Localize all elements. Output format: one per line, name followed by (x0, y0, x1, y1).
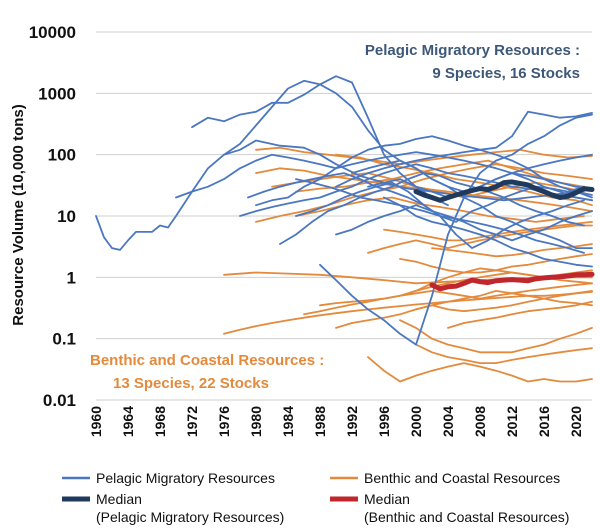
y-tick-label: 10000 (29, 23, 76, 42)
x-tick-label: 2012 (504, 406, 520, 437)
legend-label-median-benthic-1: Median (364, 491, 410, 507)
pelagic-annotation-line2: 9 Species, 16 Stocks (432, 65, 580, 82)
y-tick-labels: 10000 1000 100 10 1 0.1 0.01 (29, 23, 76, 410)
x-tick-label: 1968 (152, 406, 168, 437)
median-layer (413, 179, 595, 292)
x-tick-labels: 1960 1964 1968 1972 1976 1980 1984 1988 1992 1996… (88, 406, 584, 437)
benthic-series-line-15 (415, 289, 593, 311)
legend-label-median-pelagic-2: (Pelagic Migratory Resources) (96, 509, 284, 525)
pelagic-series-line-8 (319, 113, 593, 346)
benthic-series-line-1 (255, 146, 593, 166)
median-pelagic-line (413, 179, 595, 203)
benthic-series-line-21 (447, 300, 593, 329)
x-tick-label: 2020 (568, 406, 584, 437)
grid-layer (96, 31, 592, 401)
benthic-series-line-20 (415, 343, 593, 365)
y-tick-label: 1 (67, 268, 76, 287)
pelagic-series-line-7 (279, 172, 585, 245)
pelagic-annotation-line1: Pelagic Migratory Resources : (365, 42, 580, 59)
median-benthic-line (429, 271, 595, 292)
y-tick-label: 0.1 (52, 330, 76, 349)
x-tick-label: 2000 (408, 406, 424, 437)
y-axis-label: Resource Volume (10,000 tons) (10, 104, 27, 325)
benthic-series-line-18 (295, 159, 585, 193)
benthic-series-line-11 (335, 289, 593, 329)
pelagic-series-line-15 (295, 178, 585, 254)
legend: Pelagic Migratory Resources Benthic and … (62, 470, 569, 525)
benthic-series-line-9 (303, 282, 593, 316)
legend-label-median-pelagic-1: Median (96, 491, 142, 507)
x-tick-label: 1984 (280, 406, 296, 437)
benthic-annotation-line2: 13 Species, 22 Stocks (113, 375, 269, 392)
y-tick-label: 0.01 (43, 391, 76, 410)
x-tick-label: 2016 (536, 406, 552, 437)
x-tick-label: 1996 (376, 406, 392, 437)
x-tick-label: 2008 (472, 406, 488, 437)
pelagic-series-line-9 (335, 110, 593, 188)
pelagic-series-line-4 (175, 151, 593, 202)
benthic-series-line-2 (255, 163, 593, 188)
pelagic-series-line-11 (351, 159, 593, 250)
pelagic-series-line-12 (383, 196, 593, 268)
benthic-series-line-12 (367, 356, 593, 383)
x-tick-label: 1992 (344, 406, 360, 437)
benthic-annotation-line1: Benthic and Coastal Resources : (90, 352, 324, 369)
y-tick-label: 10 (57, 207, 76, 226)
benthic-series-line-5 (367, 224, 593, 254)
x-tick-label: 2004 (440, 406, 456, 437)
x-tick-label: 1976 (216, 406, 232, 437)
pelagic-series-line-1 (95, 139, 593, 251)
legend-label-pelagic: Pelagic Migratory Resources (96, 470, 275, 486)
benthic-series-line-13 (399, 319, 593, 354)
series-layer (95, 75, 593, 383)
x-tick-label: 1960 (88, 406, 104, 437)
x-tick-label: 1988 (312, 406, 328, 437)
legend-label-benthic: Benthic and Coastal Resources (364, 470, 560, 486)
x-tick-label: 1964 (120, 406, 136, 437)
benthic-series-line-16 (383, 220, 593, 242)
legend-label-median-benthic-2: (Benthic and Coastal Resources) (364, 509, 569, 525)
y-tick-label: 100 (48, 146, 76, 165)
x-tick-label: 1980 (248, 406, 264, 437)
pelagic-series-line-16 (335, 204, 593, 242)
x-tick-label: 1972 (184, 406, 200, 437)
y-tick-label: 1000 (38, 84, 76, 103)
